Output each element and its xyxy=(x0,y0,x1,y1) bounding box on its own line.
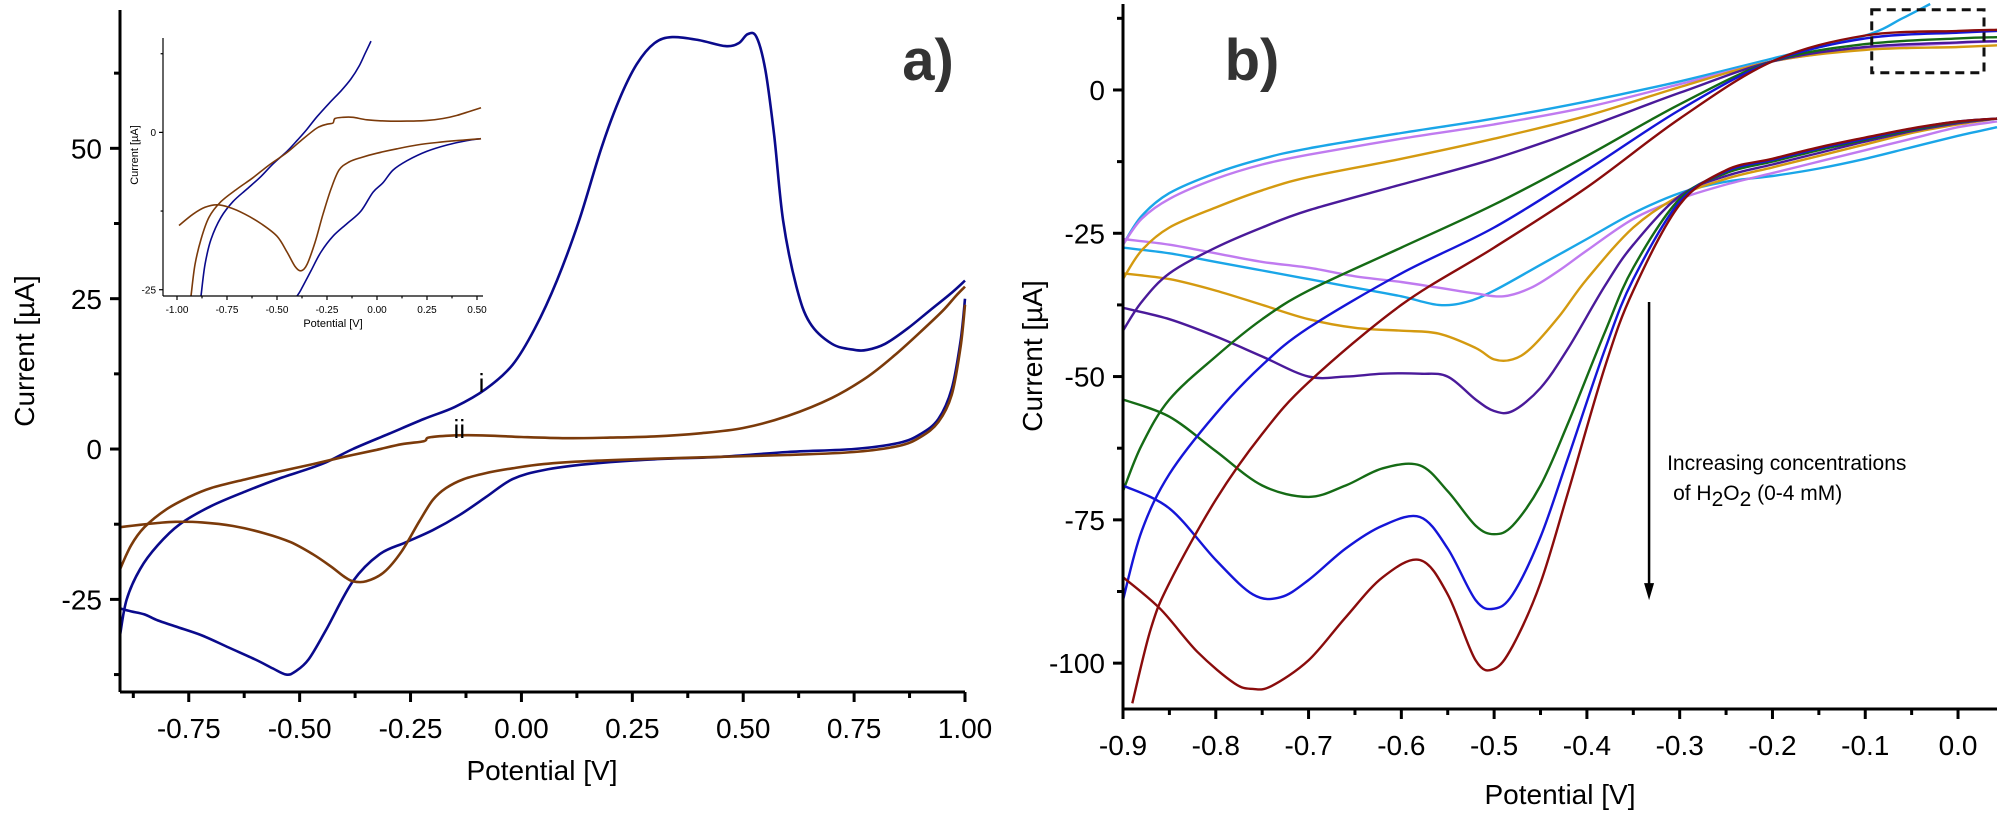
series-reverse-0.5-mM xyxy=(1123,120,1998,298)
series-forward-1.5-mM xyxy=(1123,40,1998,332)
series-line-ii-return xyxy=(120,304,967,584)
x-tick-label: -0.3 xyxy=(1656,730,1704,761)
y-tick-label: -25 xyxy=(62,584,102,615)
annotation-line-1: Increasing concentrations xyxy=(1667,452,1906,475)
y-tick-label: -25 xyxy=(142,285,157,296)
x-tick-label: -0.50 xyxy=(266,305,289,316)
x-tick-label: 1.00 xyxy=(938,713,993,744)
y-tick-label: 0 xyxy=(86,434,102,465)
x-tick-label: -0.50 xyxy=(268,713,332,744)
panel-a-series xyxy=(120,31,967,677)
panel-b-series xyxy=(1123,2,1998,704)
panel-b-ticks: -0.9 -0.8 -0.7 -0.6 -0.5 -0.4 -0.3 -0.2 -0.1 0.0 -… xyxy=(1049,16,1978,761)
x-tick-label: -0.9 xyxy=(1099,730,1147,761)
panel-b-axes xyxy=(1121,4,1997,711)
x-tick-label: -0.4 xyxy=(1563,730,1611,761)
panel-a-axes xyxy=(118,10,965,694)
annotation-subscript-1: 2 xyxy=(1712,488,1724,511)
panel-b-x-axis-title: Potential [V] xyxy=(1485,779,1636,810)
panel-b-label: b) xyxy=(1225,28,1280,93)
panel-b-y-axis-title: Current [µA] xyxy=(1017,280,1048,432)
inset-ticks: -1.00 -0.75 -0.50 -0.25 0.00 0.25 0.50 -25 0 xyxy=(142,53,487,316)
annotation-mid: O xyxy=(1723,482,1739,505)
y-tick-label: 50 xyxy=(71,133,102,164)
curve-label-i: i xyxy=(479,368,485,398)
x-tick-label: 0.75 xyxy=(827,713,882,744)
series-forward-1-mM xyxy=(1123,44,1998,280)
x-tick-label: 0.25 xyxy=(417,305,437,316)
series-forward-4-mM xyxy=(1131,28,1998,704)
x-tick-label: 0.0 xyxy=(1939,730,1978,761)
x-tick-label: 0.00 xyxy=(367,305,387,316)
x-tick-label: -0.75 xyxy=(216,305,239,316)
highlight-dashed-box xyxy=(1870,8,1986,75)
x-tick-label: -0.1 xyxy=(1841,730,1889,761)
x-tick-label: -0.2 xyxy=(1748,730,1796,761)
panel-a: -0.75 -0.50 -0.25 0.00 0.25 0.50 0.75 1.00 -25 0 2… xyxy=(9,10,992,786)
series-forward-3-mM xyxy=(1123,29,1998,601)
inset-series-line-inset-ii xyxy=(190,107,482,296)
x-tick-label: -0.8 xyxy=(1192,730,1240,761)
y-tick-label: -100 xyxy=(1049,648,1105,679)
series-reverse-1.5-mM xyxy=(1123,117,1998,415)
x-tick-label: -0.6 xyxy=(1377,730,1425,761)
panel-b: -0.9 -0.8 -0.7 -0.6 -0.5 -0.4 -0.3 -0.2 -0.1 0.0 -… xyxy=(1017,2,1998,810)
series-line-i-return xyxy=(120,298,967,677)
panel-a-x-axis-title: Potential [V] xyxy=(467,755,618,786)
inset-series-line-inset-i-return xyxy=(296,137,482,296)
x-tick-label: 0.50 xyxy=(716,713,771,744)
panel-a-inset: -1.00 -0.75 -0.50 -0.25 0.00 0.25 0.50 -25 0 Pot… xyxy=(129,38,487,330)
series-reverse-0-mM xyxy=(1123,126,1998,307)
annotation-subscript-2: 2 xyxy=(1740,488,1752,511)
x-tick-label: -0.25 xyxy=(316,305,339,316)
panel-a-y-axis-title: Current [µA] xyxy=(9,275,40,427)
annotation-suffix: (0-4 mM) xyxy=(1751,482,1842,505)
inset-series-line-inset-i xyxy=(200,40,372,296)
inset-x-axis-title: Potential [V] xyxy=(303,318,362,330)
x-tick-label: -0.7 xyxy=(1284,730,1332,761)
annotation-prefix: of H xyxy=(1673,482,1712,505)
x-tick-label: -0.5 xyxy=(1470,730,1518,761)
x-tick-label: -1.00 xyxy=(166,305,189,316)
x-tick-label: 0.25 xyxy=(605,713,660,744)
inset-series-line-inset-ii-return xyxy=(178,137,482,272)
series-reverse-2-mM xyxy=(1123,117,1998,536)
series-reverse-1-mM xyxy=(1123,117,1998,363)
panel-a-ticks: -0.75 -0.50 -0.25 0.00 0.25 0.50 0.75 1.00 -25 0 2… xyxy=(62,71,993,744)
inset-axes xyxy=(162,38,483,297)
curve-label-ii: ii xyxy=(454,414,466,444)
y-tick-label: 0 xyxy=(150,128,156,139)
y-tick-label: -50 xyxy=(1065,362,1105,393)
annotation-line-2: of H2O2 (0-4 mM) xyxy=(1673,482,1842,511)
y-tick-label: -75 xyxy=(1065,505,1105,536)
y-tick-label: -25 xyxy=(1065,218,1105,249)
x-tick-label: 0.50 xyxy=(467,305,487,316)
y-tick-label: 0 xyxy=(1089,75,1105,106)
x-tick-label: -0.75 xyxy=(157,713,221,744)
series-forward-2-mM xyxy=(1123,36,1998,492)
inset-y-axis-title: Current [µA] xyxy=(129,125,141,185)
panel-a-label: a) xyxy=(902,28,954,93)
y-tick-label: 25 xyxy=(71,284,102,315)
arrow-head-icon xyxy=(1644,583,1655,601)
x-tick-label: -0.25 xyxy=(379,713,443,744)
series-line-i xyxy=(120,31,966,636)
inset-series xyxy=(178,40,482,296)
x-tick-label: 0.00 xyxy=(494,713,549,744)
series-line-ii xyxy=(120,285,966,570)
series-reverse-4-mM xyxy=(1123,117,1998,691)
